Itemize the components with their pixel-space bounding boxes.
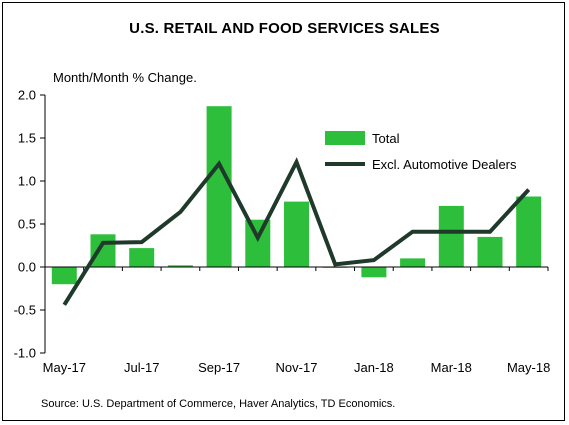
bar-series xyxy=(51,106,542,285)
y-tick-label: 2.0 xyxy=(18,88,36,103)
chart-frame xyxy=(2,2,565,421)
x-tick-label: Jan-18 xyxy=(354,360,394,375)
bar-Mar-18 xyxy=(438,205,464,267)
x-tick-label: Sep-17 xyxy=(198,360,240,375)
legend-label-total: Total xyxy=(372,131,400,146)
bar-Jan-18 xyxy=(361,267,387,278)
bar-Feb-18 xyxy=(400,258,426,267)
chart-title: U.S. RETAIL AND FOOD SERVICES SALES xyxy=(129,20,440,37)
bar-May-18 xyxy=(516,196,542,267)
bar-Jul-17 xyxy=(129,248,155,267)
y-tick-label: -1.0 xyxy=(14,346,36,361)
source-note: Source: U.S. Department of Commerce, Hav… xyxy=(41,398,396,410)
bar-May-17 xyxy=(51,267,77,285)
bar-Jun-17 xyxy=(90,234,116,267)
x-tick-label: May-18 xyxy=(507,360,550,375)
y-tick-label: 0.5 xyxy=(18,217,36,232)
y-tick-label: 1.0 xyxy=(18,174,36,189)
bar-Oct-17 xyxy=(245,219,271,267)
legend-label-excl-auto: Excl. Automotive Dealers xyxy=(372,157,517,172)
x-tick-label: Jul-17 xyxy=(124,360,159,375)
y-tick-label: -0.5 xyxy=(14,303,36,318)
x-tick-label: Mar-18 xyxy=(431,360,472,375)
y-tick-label: 0.0 xyxy=(18,260,36,275)
line-excl-auto xyxy=(62,157,531,306)
x-tick-label: Nov-17 xyxy=(276,360,318,375)
legend-swatch-total xyxy=(325,131,365,145)
bar-Aug-17 xyxy=(167,265,193,267)
bar-Nov-17 xyxy=(284,201,309,267)
bar-Sep-17 xyxy=(206,106,232,267)
line-series xyxy=(62,157,531,306)
y-tick-label: 1.5 xyxy=(18,131,36,146)
legend: Total Excl. Automotive Dealers xyxy=(325,131,517,172)
x-tick-label: May-17 xyxy=(43,360,86,375)
y-axis-unit-label: Month/Month % Change. xyxy=(53,70,197,85)
bar-Apr-18 xyxy=(477,236,503,267)
axes: 2.0 1.5 1.0 0.5 0.0 -0.5 -1.0 May-17 Jul-17 Sep-1… xyxy=(14,88,551,376)
